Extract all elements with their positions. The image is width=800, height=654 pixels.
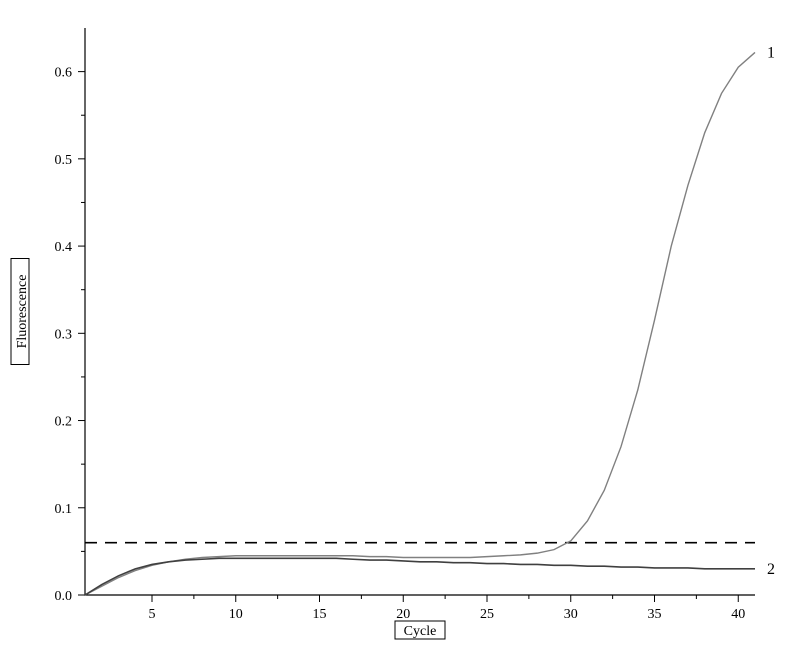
x-tick-label: 30 (564, 607, 578, 622)
series-label-2: 2 (767, 561, 775, 578)
y-tick-label: 0.5 (55, 153, 73, 168)
fluorescence-chart: 0.0 0.1 0.2 0.3 0.4 0.5 0.6 5 10 15 20 25 30 35 40 1 2 Cy… (0, 0, 800, 654)
x-tick-label: 35 (648, 607, 662, 622)
series-label-1: 1 (767, 44, 775, 61)
y-axis-title: Fluorescence (15, 275, 30, 349)
x-tick-label: 5 (149, 607, 156, 622)
chart-svg: 0.0 0.1 0.2 0.3 0.4 0.5 0.6 5 10 15 20 25 30 35 40 1 2 Cy… (0, 0, 800, 654)
y-axis-title-group: Fluorescence (11, 259, 30, 365)
y-tick-label: 0.0 (55, 589, 73, 604)
y-tick-label: 0.3 (55, 327, 73, 342)
x-tick-label: 40 (731, 607, 745, 622)
x-axis-title: Cycle (404, 624, 437, 639)
y-tick-label: 0.4 (55, 240, 73, 255)
y-tick-label: 0.6 (55, 66, 73, 81)
x-tick-label: 15 (313, 607, 327, 622)
y-tick-label: 0.1 (55, 502, 73, 517)
x-tick-label: 10 (229, 607, 243, 622)
x-tick-label: 25 (480, 607, 494, 622)
y-tick-label: 0.2 (55, 415, 73, 430)
x-tick-label: 20 (396, 607, 410, 622)
